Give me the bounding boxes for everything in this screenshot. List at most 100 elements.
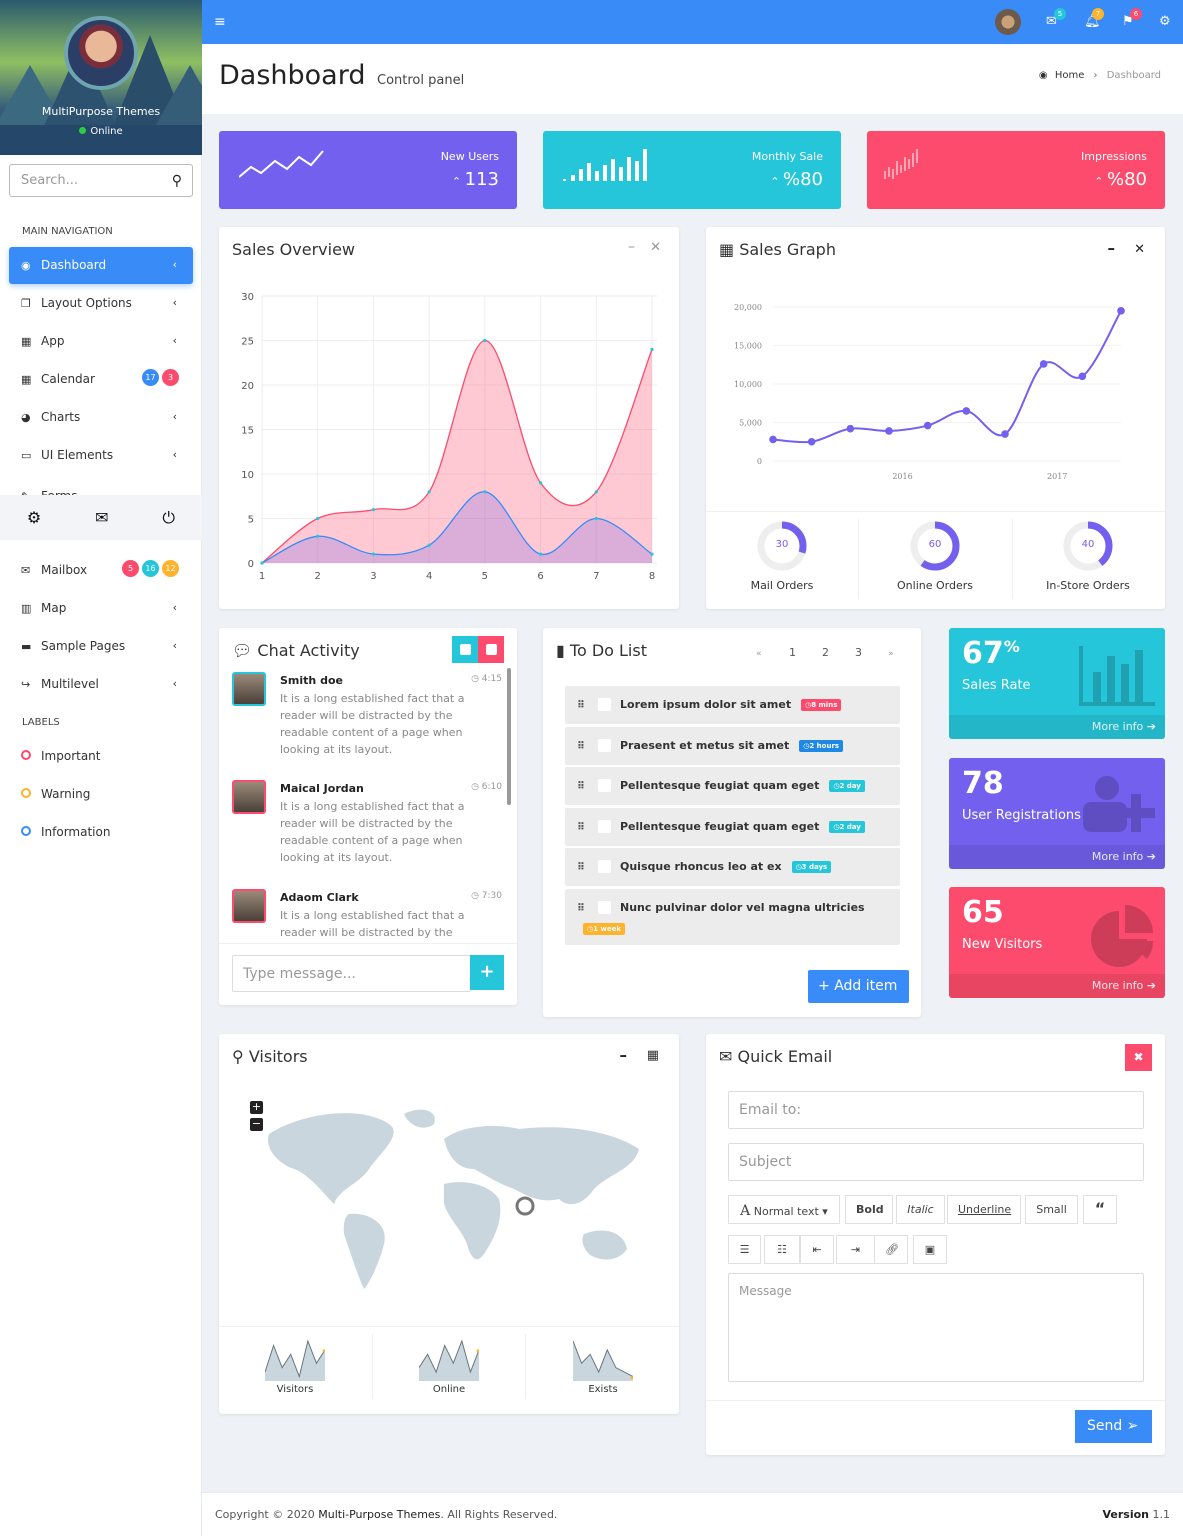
- page-button[interactable]: 1: [789, 646, 796, 659]
- drag-handle-icon[interactable]: ⠿: [577, 740, 585, 752]
- page-button[interactable]: 3: [855, 646, 862, 659]
- prev-page-button[interactable]: «: [756, 649, 762, 659]
- bold-button[interactable]: Bold: [845, 1195, 893, 1224]
- avatar[interactable]: [232, 889, 266, 923]
- drag-handle-icon[interactable]: ⠿: [577, 781, 585, 792]
- sidebar-item-sample-pages[interactable]: ▬ Sample Pages ‹: [9, 628, 193, 665]
- todo-checkbox[interactable]: [598, 900, 611, 914]
- unordered-list-icon[interactable]: ☰: [728, 1235, 761, 1264]
- todo-item[interactable]: ⠿ Pellentesque feugiat quam eget ◷2 day: [565, 767, 900, 805]
- clock-icon: ◷: [471, 782, 482, 792]
- add-item-button[interactable]: + Add item: [808, 970, 909, 1003]
- more-info-link[interactable]: More info ➔: [949, 845, 1165, 869]
- italic-button[interactable]: Italic: [896, 1195, 945, 1224]
- sidebar-item-charts[interactable]: ◕ Charts ‹: [9, 399, 193, 436]
- box-label: Sales Rate: [962, 678, 1031, 693]
- send-button[interactable]: Send ➢: [1075, 1410, 1152, 1443]
- todo-item[interactable]: ⠿ Nunc pulvinar dolor vel magna ultricies…: [565, 888, 900, 945]
- todo-item[interactable]: ⠿ Lorem ipsum dolor sit amet ◷8 mins: [565, 686, 900, 724]
- sender-name: Smith doe: [280, 674, 343, 687]
- drag-handle-icon[interactable]: ⠿: [577, 821, 585, 833]
- underline-button[interactable]: Underline: [947, 1195, 1021, 1224]
- sidebar-item-app[interactable]: ▦ App ‹: [9, 323, 193, 360]
- sidebar-item-mailbox[interactable]: ✉ Mailbox 5 16 12: [9, 552, 193, 589]
- drag-handle-icon[interactable]: ⠿: [577, 902, 585, 914]
- avatar[interactable]: [232, 672, 266, 706]
- new-visitors-box: 65 New Visitors More info ➔: [949, 887, 1165, 998]
- sidebar-item-multilevel[interactable]: ↪ Multilevel ‹: [9, 666, 193, 703]
- sidebar-item-ui-elements[interactable]: ▭ UI Elements ‹: [9, 437, 193, 474]
- donut-label: Online Orders: [897, 579, 973, 592]
- link-icon[interactable]: 🔗︎: [874, 1235, 908, 1264]
- sidebar-item-map[interactable]: ▥ Map ‹: [9, 590, 193, 627]
- indent-icon[interactable]: ⇥: [836, 1235, 875, 1264]
- todo-checkbox[interactable]: [598, 738, 611, 752]
- sidebar-item-calendar[interactable]: ▦ Calendar 17 3: [9, 361, 193, 398]
- sidebar-item-dashboard[interactable]: ◉ Dashboard ‹: [9, 247, 193, 284]
- blockquote-icon[interactable]: “: [1083, 1195, 1117, 1224]
- label-warning[interactable]: Warning: [9, 776, 193, 813]
- settings-icon[interactable]: ⚙: [1159, 14, 1171, 29]
- page-button[interactable]: 2: [822, 646, 829, 659]
- brand-link[interactable]: Multi-Purpose Themes: [318, 1508, 441, 1521]
- sidebar-search-input[interactable]: Search... ⚲: [9, 164, 193, 197]
- minimize-icon[interactable]: –: [628, 239, 635, 255]
- chat-scrollbar[interactable]: [507, 668, 511, 805]
- subject-input[interactable]: Subject: [728, 1143, 1144, 1181]
- close-icon[interactable]: ✕: [650, 240, 661, 255]
- outdent-icon[interactable]: ⇤: [800, 1235, 834, 1264]
- sidebar-item-layout-options[interactable]: ❐ Layout Options ‹: [9, 285, 193, 322]
- todo-item[interactable]: ⠿ Praesent et metus sit amet ◷2 hours: [565, 726, 900, 765]
- todo-checkbox[interactable]: [598, 698, 611, 711]
- user-avatar[interactable]: [64, 16, 138, 90]
- text-style-dropdown[interactable]: A Normal text ▾: [728, 1195, 840, 1224]
- power-icon[interactable]: ⏻: [162, 507, 176, 527]
- more-info-link[interactable]: More info ➔: [949, 974, 1165, 998]
- mail-notification-icon[interactable]: ✉ 5: [1046, 8, 1066, 29]
- minimize-icon[interactable]: –: [619, 1046, 628, 1064]
- todo-checkbox[interactable]: [598, 779, 611, 792]
- envelope-icon[interactable]: ✉: [95, 508, 109, 527]
- y-tick-label: 5: [248, 515, 254, 526]
- avatar[interactable]: [232, 780, 266, 814]
- label-important[interactable]: Important: [9, 738, 193, 775]
- data-point: [962, 407, 971, 415]
- page-header: Dashboard Control panel ◉ Home › Dashboa…: [202, 44, 1183, 114]
- more-info-link[interactable]: More info ➔: [949, 715, 1165, 739]
- chat-activity-card: 💬︎ Chat Activity Smith doe ◷ 4:15 It is a …: [219, 628, 517, 1005]
- settings-icon[interactable]: ⚙: [26, 508, 42, 527]
- close-email-button[interactable]: ✖: [1125, 1044, 1152, 1071]
- chat-toggle-button[interactable]: [452, 636, 478, 663]
- map-zoom-in-button[interactable]: +: [250, 1100, 263, 1114]
- next-page-button[interactable]: »: [888, 649, 894, 659]
- todo-checkbox[interactable]: [598, 819, 611, 833]
- email-to-input[interactable]: Email to:: [728, 1091, 1144, 1129]
- world-map[interactable]: [239, 1094, 659, 1294]
- drag-handle-icon[interactable]: ⠿: [577, 700, 585, 711]
- chat-message-input[interactable]: Type message...: [232, 955, 471, 992]
- small-button[interactable]: Small: [1025, 1195, 1078, 1224]
- message-textarea[interactable]: Message: [728, 1273, 1144, 1382]
- calendar-icon[interactable]: ▦: [646, 1048, 659, 1063]
- search-icon[interactable]: ⚲: [171, 173, 182, 189]
- image-icon[interactable]: ▣: [913, 1235, 947, 1264]
- minimize-icon[interactable]: –: [1107, 239, 1116, 257]
- todo-item[interactable]: ⠿ Quisque rhoncus leo at ex ◷3 days: [565, 848, 900, 886]
- chat-stop-button[interactable]: [478, 636, 504, 663]
- label-information[interactable]: Information: [9, 814, 193, 851]
- bell-notification-icon[interactable]: 🔔︎ 7: [1084, 8, 1104, 29]
- clock-icon: ◷: [471, 891, 482, 901]
- send-chat-button[interactable]: +: [470, 955, 504, 990]
- ordered-list-icon[interactable]: ☷: [764, 1235, 800, 1264]
- flag-notification-icon[interactable]: ⚑ 6: [1122, 8, 1142, 29]
- user-avatar[interactable]: [995, 9, 1021, 35]
- hamburger-menu-icon[interactable]: ≡: [214, 14, 226, 30]
- dashboard-icon: ◉: [21, 259, 31, 272]
- drag-handle-icon[interactable]: ⠿: [577, 862, 585, 873]
- map-zoom-out-button[interactable]: −: [250, 1117, 263, 1131]
- todo-checkbox[interactable]: [598, 860, 611, 873]
- breadcrumb-home[interactable]: Home: [1054, 70, 1085, 81]
- box-value: 67: [962, 636, 1004, 671]
- todo-item[interactable]: ⠿ Pellentesque feugiat quam eget ◷2 day: [565, 807, 900, 846]
- close-icon[interactable]: ✕: [1134, 242, 1145, 257]
